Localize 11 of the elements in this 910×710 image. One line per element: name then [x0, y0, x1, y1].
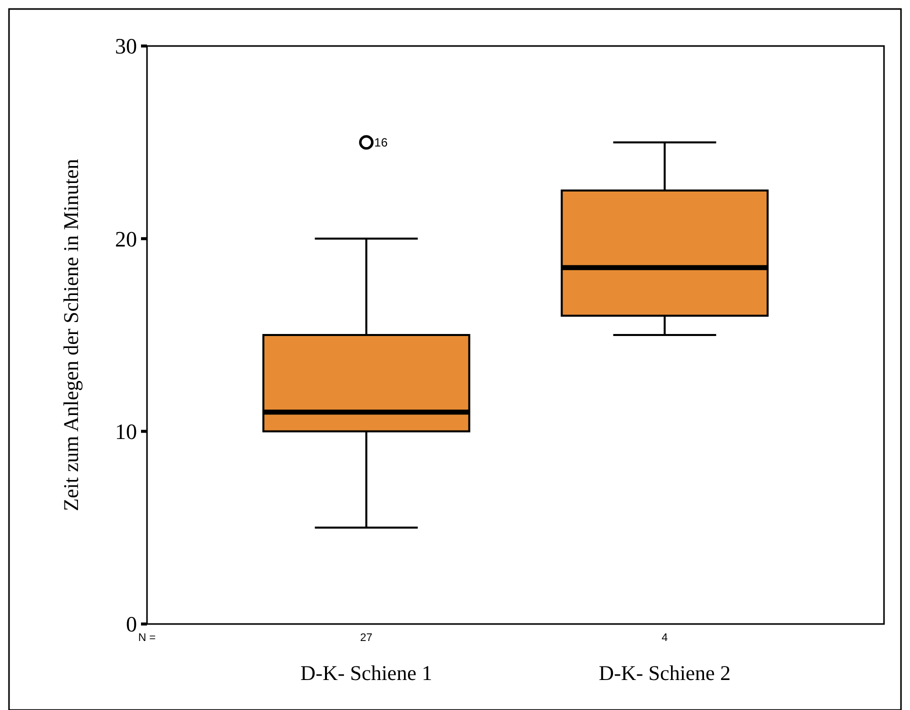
y-tick-label: 0: [126, 612, 137, 637]
x-tick-label: D-K- Schiene 1: [300, 661, 432, 685]
y-tick-label: 30: [115, 34, 137, 59]
x-tick-label: D-K- Schiene 2: [598, 661, 731, 685]
y-axis-title: Zeit zum Anlegen der Schiene in Minuten: [59, 158, 83, 512]
annotation: 16: [374, 136, 388, 150]
text: 27: [360, 632, 372, 644]
y-tick-label: 10: [115, 419, 137, 444]
y-tick-label: 20: [115, 226, 137, 252]
text: 4: [662, 632, 668, 644]
text: N =: [138, 632, 156, 644]
